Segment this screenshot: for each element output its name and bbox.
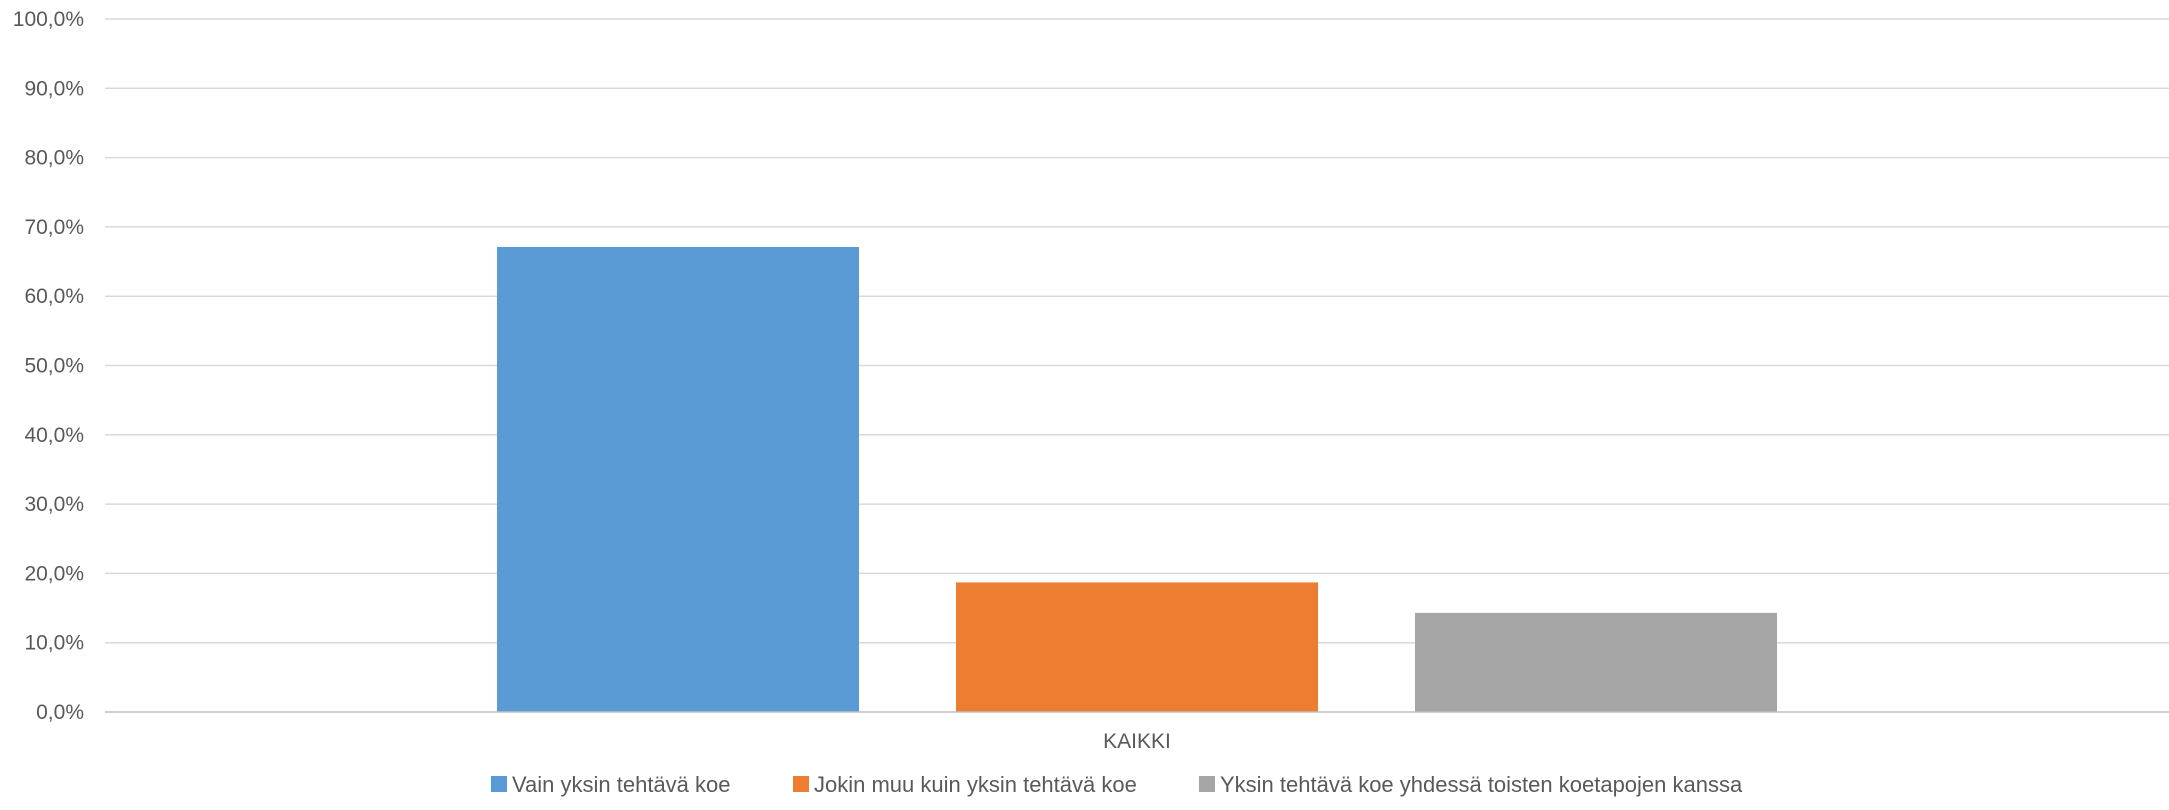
legend-swatch-0: [491, 776, 507, 792]
x-axis-category-labels: KAIKKI: [1103, 730, 1171, 753]
y-tick-label: 100,0%: [13, 8, 84, 31]
y-tick-label: 80,0%: [24, 147, 84, 170]
y-tick-label: 40,0%: [24, 424, 84, 447]
y-tick-label: 20,0%: [24, 562, 84, 585]
y-tick-label: 0,0%: [36, 701, 84, 724]
bar-series-0: [497, 246, 859, 712]
y-tick-label: 50,0%: [24, 355, 84, 378]
legend-label-2: Yksin tehtävä koe yhdessä toisten koetap…: [1220, 772, 1743, 797]
y-tick-label: 30,0%: [24, 493, 84, 516]
legend-label-0: Vain yksin tehtävä koe: [512, 772, 731, 797]
legend-label-1: Jokin muu kuin yksin tehtävä koe: [814, 772, 1137, 797]
x-category-label: KAIKKI: [1103, 730, 1171, 753]
bar-series-1: [956, 582, 1318, 712]
y-axis-tick-labels: 0,0% 10,0% 20,0% 30,0% 40,0% 50,0% 60,0% 70,0% 8…: [13, 8, 84, 724]
y-tick-label: 10,0%: [24, 632, 84, 655]
bars: [497, 246, 1777, 712]
bar-series-2: [1415, 612, 1777, 712]
y-tick-label: 90,0%: [24, 77, 84, 100]
y-tick-label: 70,0%: [24, 216, 84, 239]
legend: Vain yksin tehtävä koe Jokin muu kuin yks…: [491, 772, 1743, 797]
legend-swatch-1: [793, 776, 809, 792]
y-tick-label: 60,0%: [24, 285, 84, 308]
legend-swatch-2: [1199, 776, 1215, 792]
gridlines: [105, 18, 2169, 644]
